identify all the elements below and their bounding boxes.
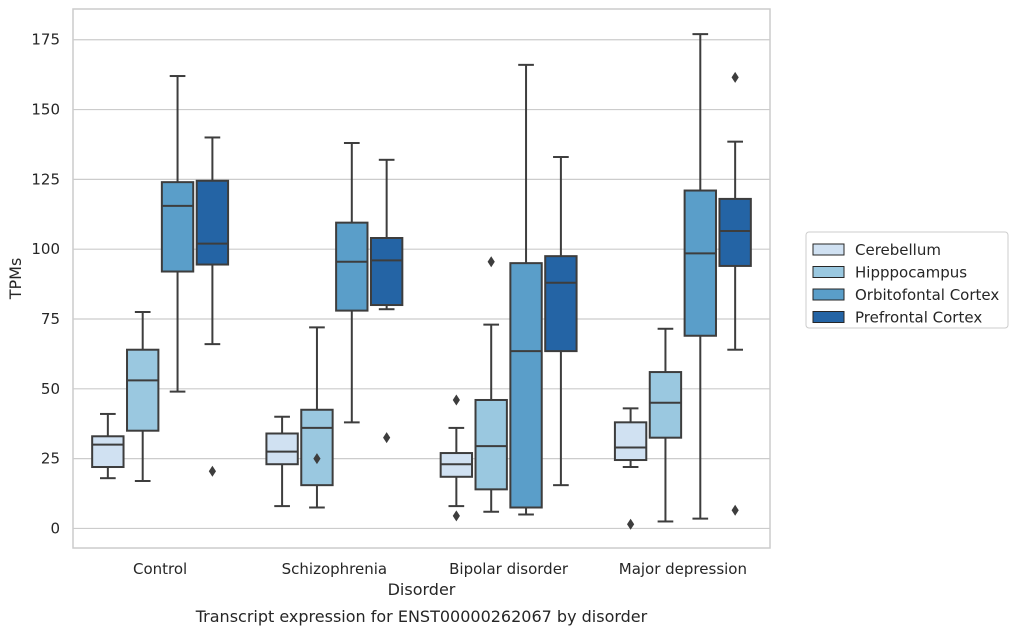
y-tick-labels: 0 25 50 75 100 125 150 175 (31, 31, 60, 538)
box-prefrontal-cortex-schizophrenia (369, 158, 404, 444)
x-axis-label: Disorder (388, 580, 456, 599)
outlier-point (208, 465, 216, 477)
y-tick-label: 0 (50, 519, 60, 537)
box-body (718, 197, 752, 267)
legend-swatch (812, 288, 845, 301)
x-tick-label: Bipolar disorder (449, 560, 569, 578)
box-body (369, 237, 404, 307)
x-tick-label: Control (133, 560, 187, 578)
box-hipppocampus-major-depression (648, 327, 683, 523)
legend-item-orbitofontal-cortex: Orbitofontal Cortex (812, 286, 999, 304)
box-body (544, 255, 578, 353)
box-body (613, 421, 648, 462)
legend-item-hipppocampus: Hipppocampus (812, 264, 967, 282)
legend: Cerebellum Hipppocampus Orbitofontal Corte… (805, 231, 1009, 329)
x-tick-labels: Control Schizophrenia Bipolar disorder Majo… (133, 560, 747, 578)
legend-label: Orbitofontal Cortex (855, 286, 999, 304)
outlier-point (313, 453, 321, 465)
box-prefrontal-cortex-control (195, 136, 230, 477)
box-prefrontal-cortex-bipolar-disorder (544, 156, 578, 487)
box-body (683, 189, 717, 337)
outlier-point (487, 256, 495, 268)
box-orbitofontal-cortex-schizophrenia (335, 142, 369, 424)
legend-item-prefrontal-cortex: Prefrontal Cortex (812, 309, 982, 327)
box-body (195, 179, 230, 266)
legend-label: Hipppocampus (855, 264, 967, 282)
legend-item-cerebellum: Cerebellum (812, 241, 941, 259)
outlier-point (383, 432, 391, 444)
box-prefrontal-cortex-major-depression (718, 71, 752, 516)
box-orbitofontal-cortex-major-depression (683, 33, 717, 520)
plot-frame (72, 8, 771, 549)
legend-frame (805, 231, 1009, 329)
legend-swatch (812, 311, 845, 323)
box-body (126, 348, 160, 432)
y-tick-label: 175 (31, 31, 60, 49)
legend-label: Prefrontal Cortex (855, 309, 982, 327)
box-orbitofontal-cortex-bipolar-disorder (509, 63, 543, 516)
legend-swatch (812, 243, 845, 256)
box-hipppocampus-control (126, 311, 160, 482)
y-axis-label: TPMs (6, 258, 25, 301)
box-body (160, 181, 195, 273)
outlier-point (452, 510, 460, 522)
box-cerebellum-control (91, 412, 125, 480)
box-body (648, 371, 683, 439)
box-body (91, 435, 125, 469)
box-cerebellum-major-depression (613, 407, 648, 530)
legend-swatch (812, 266, 845, 278)
y-tick-label: 100 (31, 240, 60, 258)
box-hipppocampus-schizophrenia (300, 326, 334, 509)
box-hipppocampus-bipolar-disorder (474, 256, 508, 513)
outlier-point (627, 518, 635, 530)
legend-label: Cerebellum (855, 241, 941, 259)
x-tick-label: Major depression (619, 560, 747, 578)
outlier-point (452, 394, 460, 406)
y-tick-label: 75 (41, 310, 60, 328)
box-body (265, 432, 299, 466)
box-orbitofontal-cortex-control (160, 75, 195, 393)
y-tick-label: 125 (31, 170, 60, 188)
y-tick-label: 150 (31, 101, 60, 119)
box-body (335, 221, 369, 312)
outlier-point (731, 504, 739, 516)
box-cerebellum-bipolar-disorder (439, 394, 474, 522)
y-tick-label: 50 (41, 380, 60, 398)
box-body (474, 398, 508, 491)
chart-caption: Transcript expression for ENST0000026206… (195, 607, 648, 626)
box-body (300, 408, 334, 487)
box-cerebellum-schizophrenia (265, 415, 299, 508)
box-body (509, 262, 543, 509)
x-tick-label: Schizophrenia (282, 560, 387, 578)
outlier-point (731, 71, 739, 83)
y-tick-label: 25 (41, 450, 60, 468)
boxes (91, 33, 752, 530)
